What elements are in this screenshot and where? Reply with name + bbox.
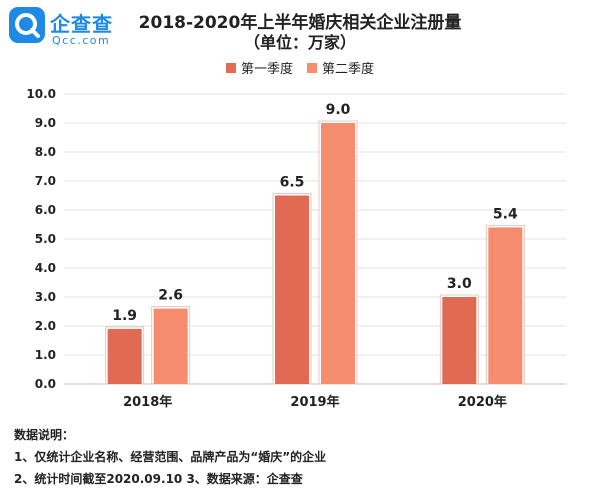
y-tick-label: 6.0	[35, 203, 56, 217]
data-label: 2.6	[158, 288, 183, 304]
notes-heading: 数据说明：	[14, 428, 75, 442]
legend-swatch-q1	[225, 62, 236, 73]
x-tick-label: 2019年	[290, 394, 339, 410]
y-tick-label: 9.0	[35, 116, 56, 130]
qcc-logo: 企查查 Qcc.com	[8, 6, 138, 50]
bar	[275, 195, 309, 384]
data-label: 5.4	[493, 206, 518, 222]
y-tick-label: 5.0	[35, 232, 56, 246]
y-tick-label: 1.0	[35, 348, 56, 362]
x-tick-label: 2018年	[123, 394, 172, 410]
chart-title: 2018-2020年上半年婚庆相关企业注册量	[138, 13, 462, 33]
y-tick-label: 8.0	[35, 145, 56, 159]
y-tick-label: 7.0	[35, 174, 56, 188]
data-label: 1.9	[112, 308, 137, 324]
chart-subtitle: （单位：万家）	[243, 33, 356, 52]
logo-text-en: Qcc.com	[52, 34, 111, 47]
chart-legend: 第一季度 第二季度	[0, 58, 600, 77]
legend-item-q2: 第二季度	[307, 58, 374, 77]
bar-chart: 0.0 1.0 2.0 3.0 4.0 5.0 6.0 7.0 8.0 9.0 10.0 1.9 2.6…	[26, 87, 566, 410]
data-label: 9.0	[326, 102, 351, 118]
data-label: 6.5	[280, 175, 305, 191]
bar	[321, 123, 355, 384]
legend-swatch-q2	[307, 62, 317, 73]
y-tick-label: 0.0	[35, 377, 56, 391]
legend-label-q2: 第二季度	[322, 62, 375, 77]
bar	[107, 328, 142, 384]
legend-item-q1: 第一季度	[225, 58, 293, 77]
bar	[488, 227, 523, 384]
logo-text-cn: 企查查	[50, 12, 113, 36]
y-tick-label: 3.0	[35, 290, 56, 304]
bar	[442, 297, 477, 384]
legend-label-q1: 第一季度	[240, 62, 293, 77]
y-tick-label: 10.0	[26, 87, 56, 101]
data-label: 3.0	[447, 276, 472, 292]
qcc-logo-icon	[9, 7, 45, 43]
data-notes: 数据说明： 1、仅统计企业名称、经营范围、品牌产品为“婚庆”的企业 2、统计时间…	[14, 424, 326, 490]
notes-line-2: 2、统计时间截至2020.09.10 3、数据来源：企查查	[14, 472, 303, 486]
x-tick-label: 2020年	[458, 394, 507, 410]
y-tick-label: 4.0	[35, 261, 56, 275]
notes-line-1: 1、仅统计企业名称、经营范围、品牌产品为“婚庆”的企业	[14, 450, 327, 464]
bar	[153, 308, 188, 384]
y-tick-label: 2.0	[35, 319, 56, 333]
